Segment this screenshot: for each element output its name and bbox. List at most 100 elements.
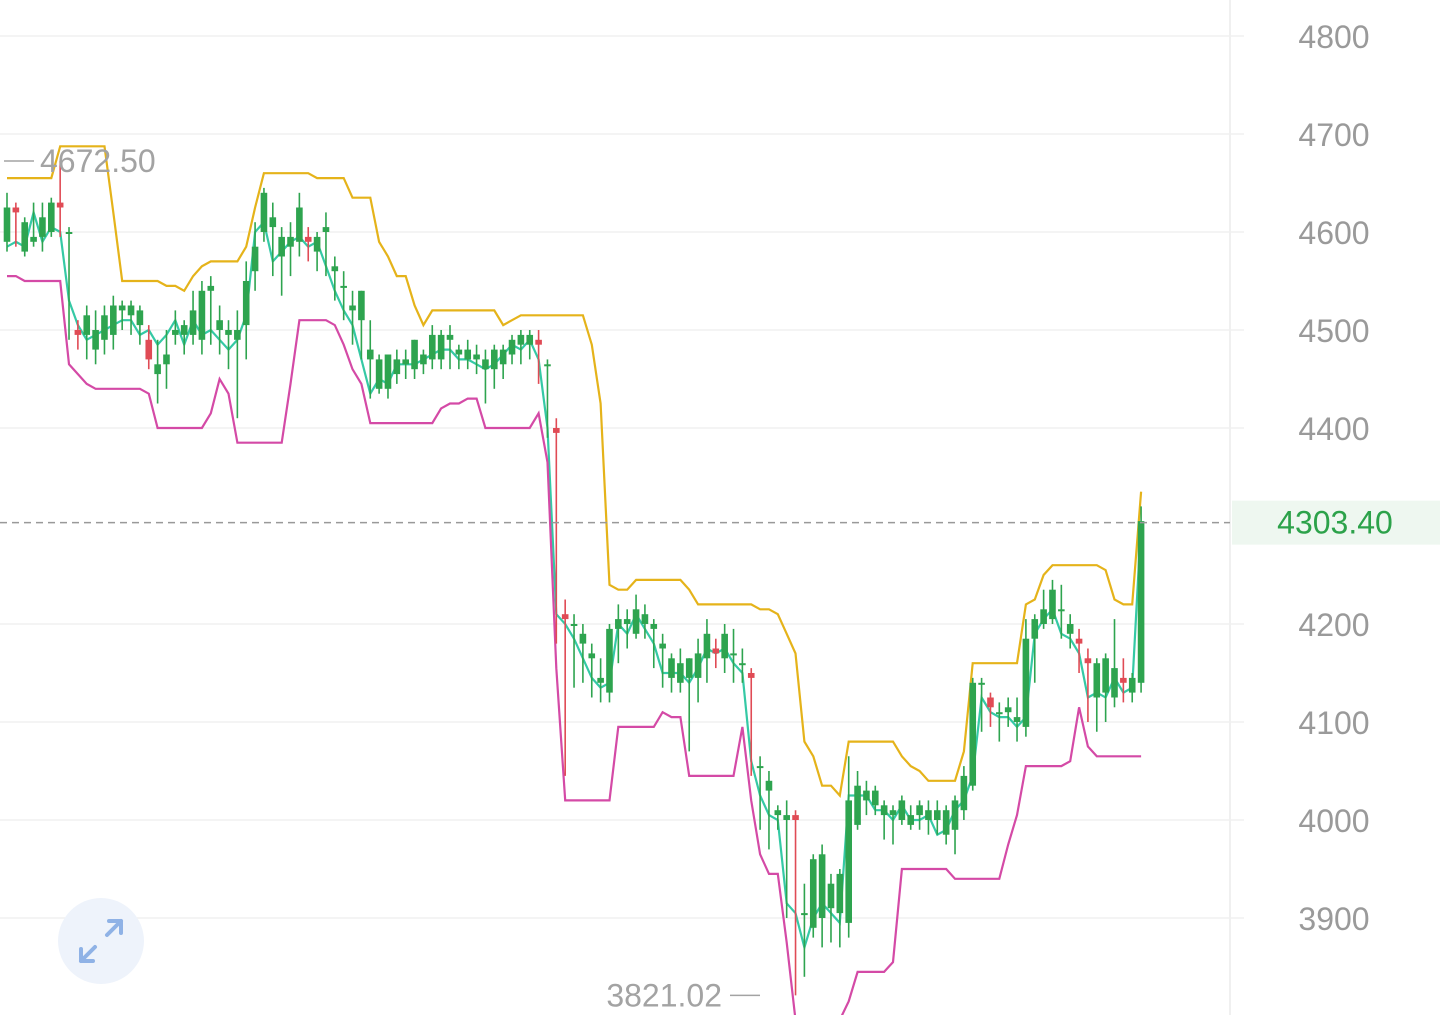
candle-body [30,236,37,242]
candle-body [420,354,427,365]
candle-body [56,202,64,208]
candle [1013,697,1021,742]
candle [553,418,560,644]
candle-body [553,428,560,433]
candle-body [358,290,365,321]
candle-body [393,359,401,375]
candle-body [809,859,817,928]
candle [411,339,418,379]
candle-body [632,609,640,634]
candle-body [1084,658,1092,664]
candle-body [349,305,356,311]
candle-body [1111,668,1118,698]
candle [358,290,365,360]
candle-body [677,663,684,683]
candle [464,339,472,370]
y-tick-label: 4200 [1298,607,1369,643]
candle-body [845,800,852,923]
candle [260,187,268,242]
candle-body [74,330,82,335]
candle [136,305,144,345]
candle [863,780,870,816]
candle [1049,579,1056,624]
candle [623,609,631,649]
candle-body [996,712,1003,715]
candle [677,648,684,693]
candle-body [1004,707,1012,713]
candle [251,222,259,291]
candle-body [783,815,790,820]
candle [375,354,383,394]
candle [65,227,73,340]
y-tick-label: 4000 [1298,803,1369,839]
candle [818,844,826,948]
candle-body [960,775,968,811]
candle [632,594,640,639]
candle [685,658,693,752]
candle-body [411,339,418,370]
candle-body [39,217,46,237]
candle-body [127,305,135,316]
candle-body [588,653,596,659]
candle-body [83,315,91,335]
candle-body [703,633,711,659]
candle-body [163,354,170,365]
candle [1031,614,1039,683]
candle-body [579,633,587,644]
candle [561,599,569,776]
candle [880,800,888,840]
candle [322,212,330,277]
candle [145,325,153,370]
candle-body [287,236,294,247]
candle [721,624,728,673]
candle [517,330,525,365]
candle [163,330,170,389]
candle-body [375,359,383,389]
candle [242,261,250,360]
candle [455,344,463,370]
candle-body [402,359,409,365]
candle [331,256,339,301]
candle-body [765,780,773,791]
y-axis-ticks: 4800 4700 4600 4500 4400 4200 4100 4000 3900 [1298,19,1369,937]
candle [1004,697,1012,727]
candle-body [366,349,374,360]
current-price-label: 4303.40 [1277,505,1393,541]
candle [526,330,534,360]
candle-body [526,334,534,345]
expand-chart-button[interactable] [58,898,144,984]
candle-body [1120,677,1127,683]
candle-body [278,236,285,257]
candle-body [234,330,241,340]
y-tick-label: 4600 [1298,215,1369,251]
candle [898,795,906,825]
candle-body [180,325,188,335]
candle [570,614,578,688]
expand-arrows-icon [79,919,123,963]
candle-body [606,628,613,693]
candle [1111,619,1118,708]
candle [278,227,285,296]
candle [12,202,20,247]
candle-body [898,800,906,820]
candle-body [863,790,870,801]
candle-body [1066,624,1074,634]
candle [473,344,480,375]
candle [402,349,409,379]
candle [765,771,773,850]
candle-body [1049,589,1056,620]
candle [889,805,897,845]
candle-body [12,207,20,213]
candle-body [774,810,782,816]
candle [1137,506,1145,693]
candle-body [269,217,277,228]
candle [774,805,782,830]
candle [349,290,356,345]
candle [366,320,374,399]
candle-body [685,658,693,678]
candle [747,668,755,776]
candle-body [1058,609,1065,612]
candle [127,300,135,335]
candle-body [216,320,223,330]
